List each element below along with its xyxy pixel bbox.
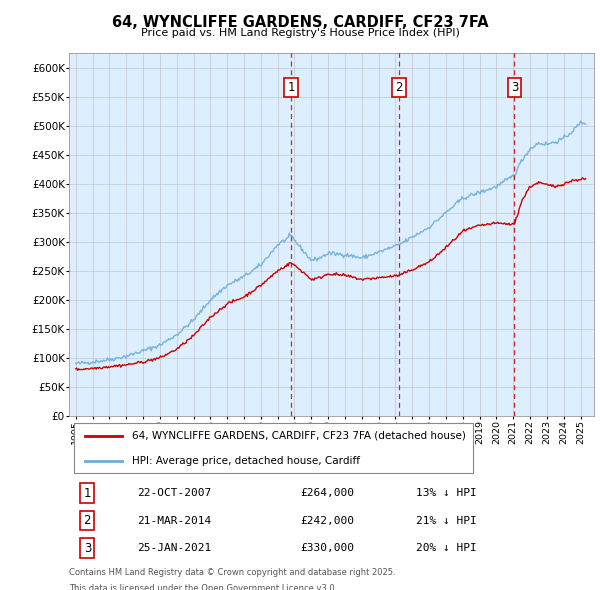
Text: 2: 2 [83,514,91,527]
FancyBboxPatch shape [74,423,473,473]
Text: Price paid vs. HM Land Registry's House Price Index (HPI): Price paid vs. HM Land Registry's House … [140,28,460,38]
Text: 13% ↓ HPI: 13% ↓ HPI [415,489,476,499]
Text: 1: 1 [83,487,91,500]
Text: 3: 3 [511,81,518,94]
Text: This data is licensed under the Open Government Licence v3.0.: This data is licensed under the Open Gov… [69,584,337,590]
Text: £330,000: £330,000 [300,543,354,553]
Text: 3: 3 [83,542,91,555]
Text: HPI: Average price, detached house, Cardiff: HPI: Average price, detached house, Card… [132,456,360,466]
Text: 22-OCT-2007: 22-OCT-2007 [137,489,212,499]
Text: 25-JAN-2021: 25-JAN-2021 [137,543,212,553]
Text: Contains HM Land Registry data © Crown copyright and database right 2025.: Contains HM Land Registry data © Crown c… [69,568,395,577]
Text: 21-MAR-2014: 21-MAR-2014 [137,516,212,526]
Text: 21% ↓ HPI: 21% ↓ HPI [415,516,476,526]
Text: 64, WYNCLIFFE GARDENS, CARDIFF, CF23 7FA (detached house): 64, WYNCLIFFE GARDENS, CARDIFF, CF23 7FA… [132,431,466,441]
Text: £242,000: £242,000 [300,516,354,526]
Text: 1: 1 [287,81,295,94]
Text: £264,000: £264,000 [300,489,354,499]
Text: 2: 2 [395,81,403,94]
Text: 20% ↓ HPI: 20% ↓ HPI [415,543,476,553]
Text: 64, WYNCLIFFE GARDENS, CARDIFF, CF23 7FA: 64, WYNCLIFFE GARDENS, CARDIFF, CF23 7FA [112,15,488,30]
